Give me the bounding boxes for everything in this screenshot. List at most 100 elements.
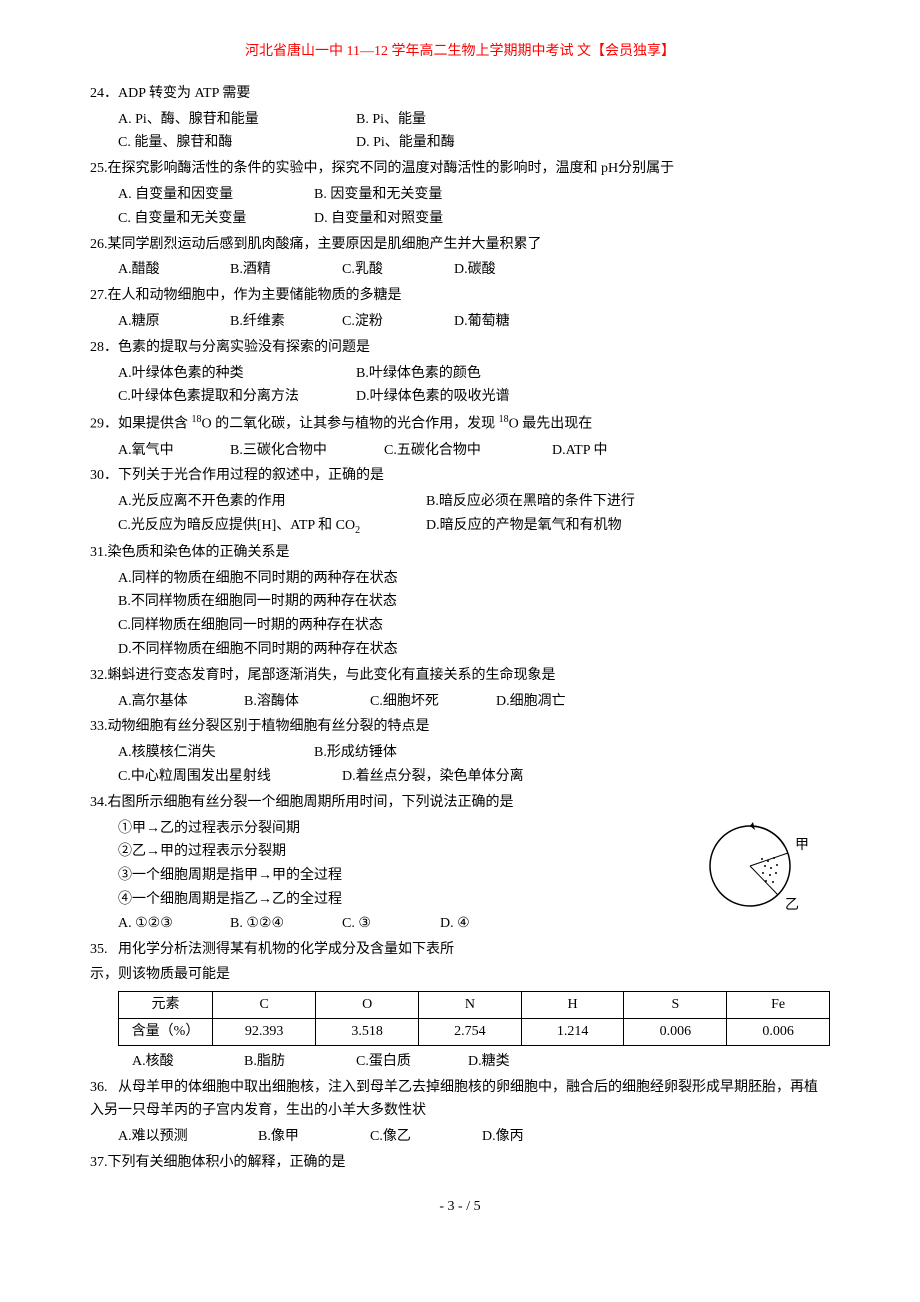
q24-D: D. Pi、能量和酶 [356,135,455,150]
q30-A: A.光反应离不开色素的作用 [118,490,426,514]
q24-num: 24． [90,86,118,101]
q25-num: 25. [90,161,108,176]
q30-stem: 下列关于光合作用过程的叙述中，正确的是 [118,468,384,483]
q24-opts: A. Pi、酶、腺苷和能量B. Pi、能量 C. 能量、腺苷和酶D. Pi、能量… [90,108,830,156]
th-elem: 元素 [119,992,213,1019]
td-h: 1.214 [521,1018,624,1045]
q28: 28．色素的提取与分离实验没有探索的问题是 [90,336,830,360]
q28-D: D.叶绿体色素的吸收光谱 [356,389,510,404]
q26-B: B.酒精 [230,258,342,282]
q34-C: C. ③ [342,912,440,936]
q32: 32.蝌蚪进行变态发育时，尾部逐渐消失，与此变化有直接关系的生命现象是 [90,664,830,688]
q36-A: A.难以预测 [118,1125,258,1149]
table-header-row: 元素 C O N H S Fe [119,992,830,1019]
q27-num: 27. [90,288,108,303]
q37-stem: 下列有关细胞体积小的解释，正确的是 [108,1155,346,1170]
page-footer: - 3 - / 5 [90,1195,830,1219]
q36-stem: 从母羊甲的体细胞中取出细胞核，注入到母羊乙去掉细胞核的卵细胞中，融合后的细胞经卵… [90,1080,818,1119]
q31: 31.染色质和染色体的正确关系是 [90,541,830,565]
q28-stem: 色素的提取与分离实验没有探索的问题是 [118,340,370,355]
fig-label-jia: 甲 [795,838,809,853]
q32-stem: 蝌蚪进行变态发育时，尾部逐渐消失，与此变化有直接关系的生命现象是 [108,668,556,683]
q36-num: 36. [90,1080,108,1095]
q28-B: B.叶绿体色素的颜色 [356,366,481,381]
th-fe: Fe [727,992,830,1019]
q30-num: 30． [90,468,118,483]
th-c: C [213,992,316,1019]
q24-A: A. Pi、酶、腺苷和能量 [118,108,356,132]
q37: 37.下列有关细胞体积小的解释，正确的是 [90,1151,830,1175]
th-n: N [419,992,522,1019]
q25-opts: A. 自变量和因变量B. 因变量和无关变量 C. 自变量和无关变量D. 自变量和… [90,183,830,231]
q34-num: 34. [90,795,108,810]
q29-sup1: 18 [192,414,202,425]
q32-D: D.细胞凋亡 [496,694,566,709]
q31-D: D.不同样物质在细胞不同时期的两种存在状态 [118,638,830,662]
th-h: H [521,992,624,1019]
q24-B: B. Pi、能量 [356,112,426,127]
q33-opts: A.核膜核仁消失B.形成纺锤体 C.中心粒周围发出星射线D.着丝点分裂，染色单体… [90,741,830,789]
q26-stem: 某同学剧烈运动后感到肌肉酸痛，主要原因是肌细胞产生并大量积累了 [108,237,542,252]
q29-num: 29． [90,417,118,432]
q26: 26.某同学剧烈运动后感到肌肉酸痛，主要原因是肌细胞产生并大量积累了 [90,233,830,257]
td-c: 92.393 [213,1018,316,1045]
q27: 27.在人和动物细胞中，作为主要储能物质的多糖是 [90,284,830,308]
q33: 33.动物细胞有丝分裂区别于植物细胞有丝分裂的特点是 [90,715,830,739]
q29-stem-b: O 的二氧化碳，让其参与植物的光合作用，发现 [202,417,499,432]
q28-num: 28． [90,340,118,355]
q35-stem-b: 示，则该物质最可能是 [90,963,830,987]
q25-D: D. 自变量和对照变量 [314,211,443,226]
q29-B: B.三碳化合物中 [230,439,384,463]
q25-A: A. 自变量和因变量 [118,183,314,207]
q36-B: B.像甲 [258,1125,370,1149]
q36-C: C.像乙 [370,1125,482,1149]
q27-D: D.葡萄糖 [454,314,510,329]
q29: 29．如果提供含 18O 的二氧化碳，让其参与植物的光合作用，发现 18O 最先… [90,411,830,436]
q32-num: 32. [90,668,108,683]
q30: 30．下列关于光合作用过程的叙述中，正确的是 [90,464,830,488]
q26-C: C.乳酸 [342,258,454,282]
td-s: 0.006 [624,1018,727,1045]
q24: 24．ADP 转变为 ATP 需要 [90,82,830,106]
td-n: 2.754 [419,1018,522,1045]
q36-opts: A.难以预测B.像甲C.像乙D.像丙 [90,1125,830,1149]
q33-num: 33. [90,719,108,734]
td-o: 3.518 [316,1018,419,1045]
page-header: 河北省唐山一中 11—12 学年高二生物上学期期中考试 文【会员独享】 [90,40,830,64]
q24-C: C. 能量、腺苷和酶 [118,131,356,155]
q35: 35. 用化学分析法测得某有机物的化学成分及含量如下表所 [90,938,830,962]
q32-C: C.细胞坏死 [370,690,496,714]
q35-C: C.蛋白质 [356,1050,468,1074]
q29-stem-c: O 最先出现在 [509,417,593,432]
q30-C: C.光反应为暗反应提供[H]、ATP 和 CO2 [118,514,426,539]
q28-C: C.叶绿体色素提取和分离方法 [118,385,356,409]
q32-A: A.高尔基体 [118,690,244,714]
q31-num: 31. [90,545,108,560]
q26-num: 26. [90,237,108,252]
q33-B: B.形成纺锤体 [314,745,397,760]
q34-A: A. ①②③ [118,912,230,936]
q35-opts: A.核酸B.脂肪C.蛋白质D.糖类 [90,1050,830,1074]
q27-A: A.糖原 [118,310,230,334]
q33-A: A.核膜核仁消失 [118,741,314,765]
q29-D: D.ATP 中 [552,443,608,458]
q29-A: A.氧气中 [118,439,230,463]
q29-C: C.五碳化合物中 [384,439,552,463]
q29-stem-a: 如果提供含 [118,417,192,432]
q25: 25.在探究影响酶活性的条件的实验中，探究不同的温度对酶活性的影响时，温度和 p… [90,157,830,181]
q31-opts: A.同样的物质在细胞不同时期的两种存在状态 B.不同样物质在细胞同一时期的两种存… [90,567,830,662]
q25-C: C. 自变量和无关变量 [118,207,314,231]
q27-C: C.淀粉 [342,310,454,334]
q24-stem: ADP 转变为 ATP 需要 [118,86,250,101]
q33-D: D.着丝点分裂，染色单体分离 [342,769,524,784]
q32-opts: A.高尔基体B.溶酶体C.细胞坏死D.细胞凋亡 [90,690,830,714]
table-value-row: 含量（%） 92.393 3.518 2.754 1.214 0.006 0.0… [119,1018,830,1045]
q29-opts: A.氧气中B.三碳化合物中C.五碳化合物中D.ATP 中 [90,439,830,463]
q26-A: A.醋酸 [118,258,230,282]
q37-num: 37. [90,1155,108,1170]
q33-stem: 动物细胞有丝分裂区别于植物细胞有丝分裂的特点是 [108,719,430,734]
q33-C: C.中心粒周围发出星射线 [118,765,342,789]
td-label: 含量（%） [119,1018,213,1045]
q26-opts: A.醋酸B.酒精C.乳酸D.碳酸 [90,258,830,282]
q27-opts: A.糖原B.纤维素C.淀粉D.葡萄糖 [90,310,830,334]
